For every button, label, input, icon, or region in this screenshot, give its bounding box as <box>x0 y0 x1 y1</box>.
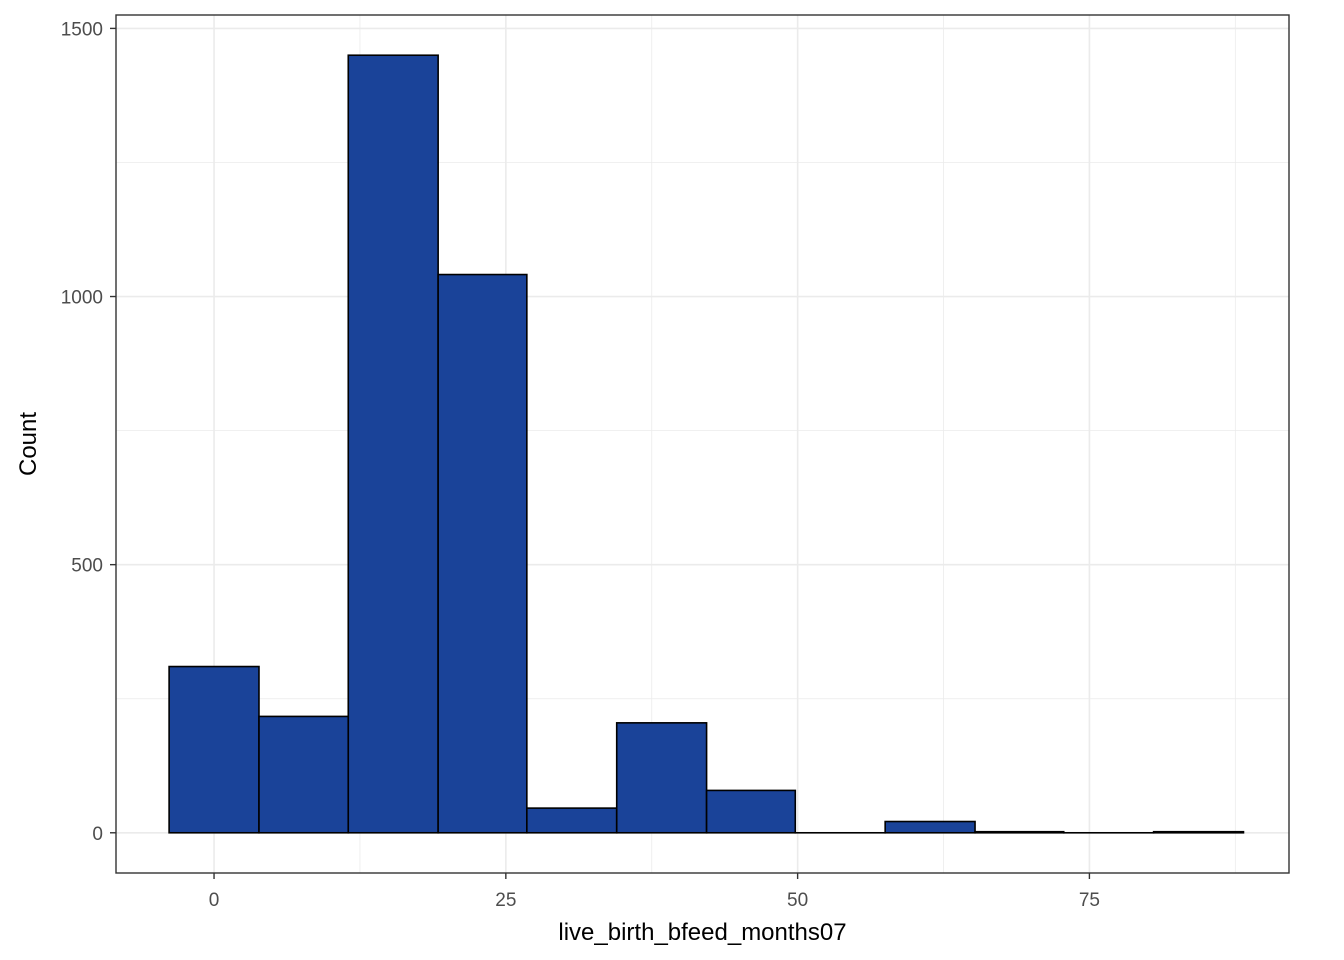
histogram-bar <box>526 807 618 834</box>
histogram-bar <box>884 820 976 834</box>
histogram-bar <box>347 54 439 834</box>
axes: 0 25 50 75 0 500 1000 1500 <box>61 19 1100 911</box>
x-tick-label: 75 <box>1079 890 1100 911</box>
histogram-bar <box>437 273 528 834</box>
y-tick-label: 1500 <box>61 19 103 40</box>
panel-border <box>115 14 1290 874</box>
histogram-bar <box>705 789 797 834</box>
histogram-bar <box>1152 830 1245 834</box>
histogram-bar <box>615 722 708 834</box>
histogram-bar <box>258 715 350 834</box>
histogram-bar <box>168 665 260 834</box>
x-tick-label: 50 <box>787 890 808 911</box>
histogram-bar <box>974 830 1065 834</box>
y-axis-title: Count <box>15 412 42 476</box>
x-tick-label: 0 <box>209 890 220 911</box>
y-tick-label: 1000 <box>61 288 103 309</box>
x-tick-label: 25 <box>495 890 516 911</box>
x-axis-title: live_birth_bfeed_months07 <box>558 919 846 946</box>
y-tick-label: 0 <box>92 824 103 845</box>
histogram-bars <box>168 54 1245 834</box>
y-tick-label: 500 <box>71 556 103 577</box>
